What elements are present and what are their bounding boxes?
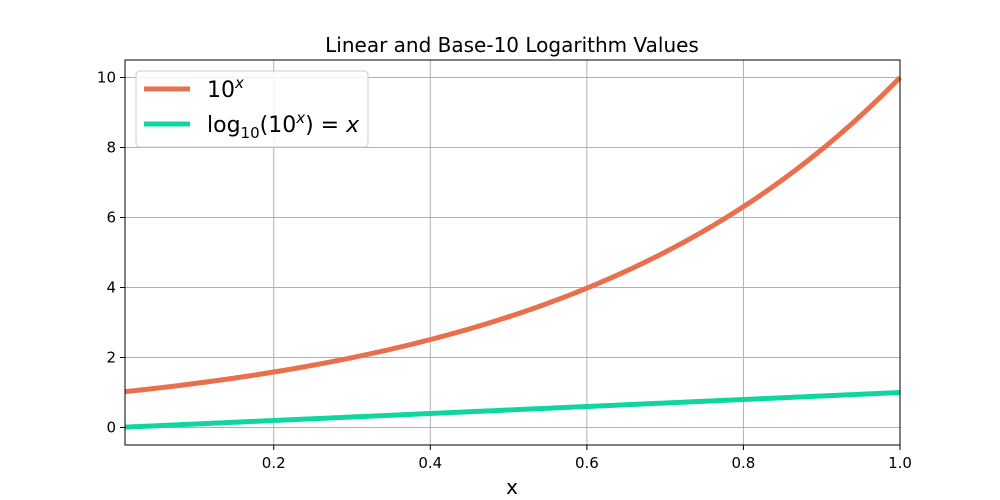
x-tick-label: 0.6 <box>575 454 599 472</box>
series-line-log10 <box>124 390 901 430</box>
x-tick-label: 0.2 <box>262 454 286 472</box>
y-tick-label: 8 <box>106 139 116 157</box>
y-tick-label: 4 <box>106 279 116 297</box>
x-tick-label: 0.4 <box>418 454 442 472</box>
legend-label-log-prefix: log <box>207 113 241 138</box>
legend-label-log: log10(10x) = x <box>207 109 360 142</box>
legend-label-log-arg: (10 <box>260 113 297 138</box>
legend-label-10x-base: 10 <box>207 78 235 103</box>
series-line-10x <box>124 75 902 395</box>
y-tick-label: 0 <box>106 419 116 437</box>
x-axis-label: x <box>506 475 518 499</box>
legend-label-log-rhs: x <box>345 113 360 138</box>
legend-label-log-sub: 10 <box>241 124 260 142</box>
x-tick-label: 1.0 <box>888 454 912 472</box>
chart-title: Linear and Base-10 Logarithm Values <box>325 33 699 57</box>
legend-label-log-suffix: ) = <box>305 113 346 138</box>
y-tick-label: 2 <box>106 349 116 367</box>
legend-label-10x-exp: x <box>234 74 244 92</box>
y-tick-label: 10 <box>97 69 116 87</box>
legend-label-log-arg-exp: x <box>295 109 305 127</box>
x-axis-ticks: 0.2 0.4 0.6 0.8 1.0 <box>262 445 912 472</box>
legend: 10x log10(10x) = x <box>135 70 369 148</box>
axes-frame <box>124 59 901 446</box>
y-axis-ticks: 0 2 4 6 8 10 <box>97 69 125 437</box>
plot-series <box>124 75 902 430</box>
legend-label-10x: 10x <box>207 74 244 103</box>
legend-box <box>135 70 369 148</box>
y-tick-label: 6 <box>106 209 116 227</box>
x-tick-label: 0.8 <box>732 454 756 472</box>
grid-lines <box>125 60 901 445</box>
